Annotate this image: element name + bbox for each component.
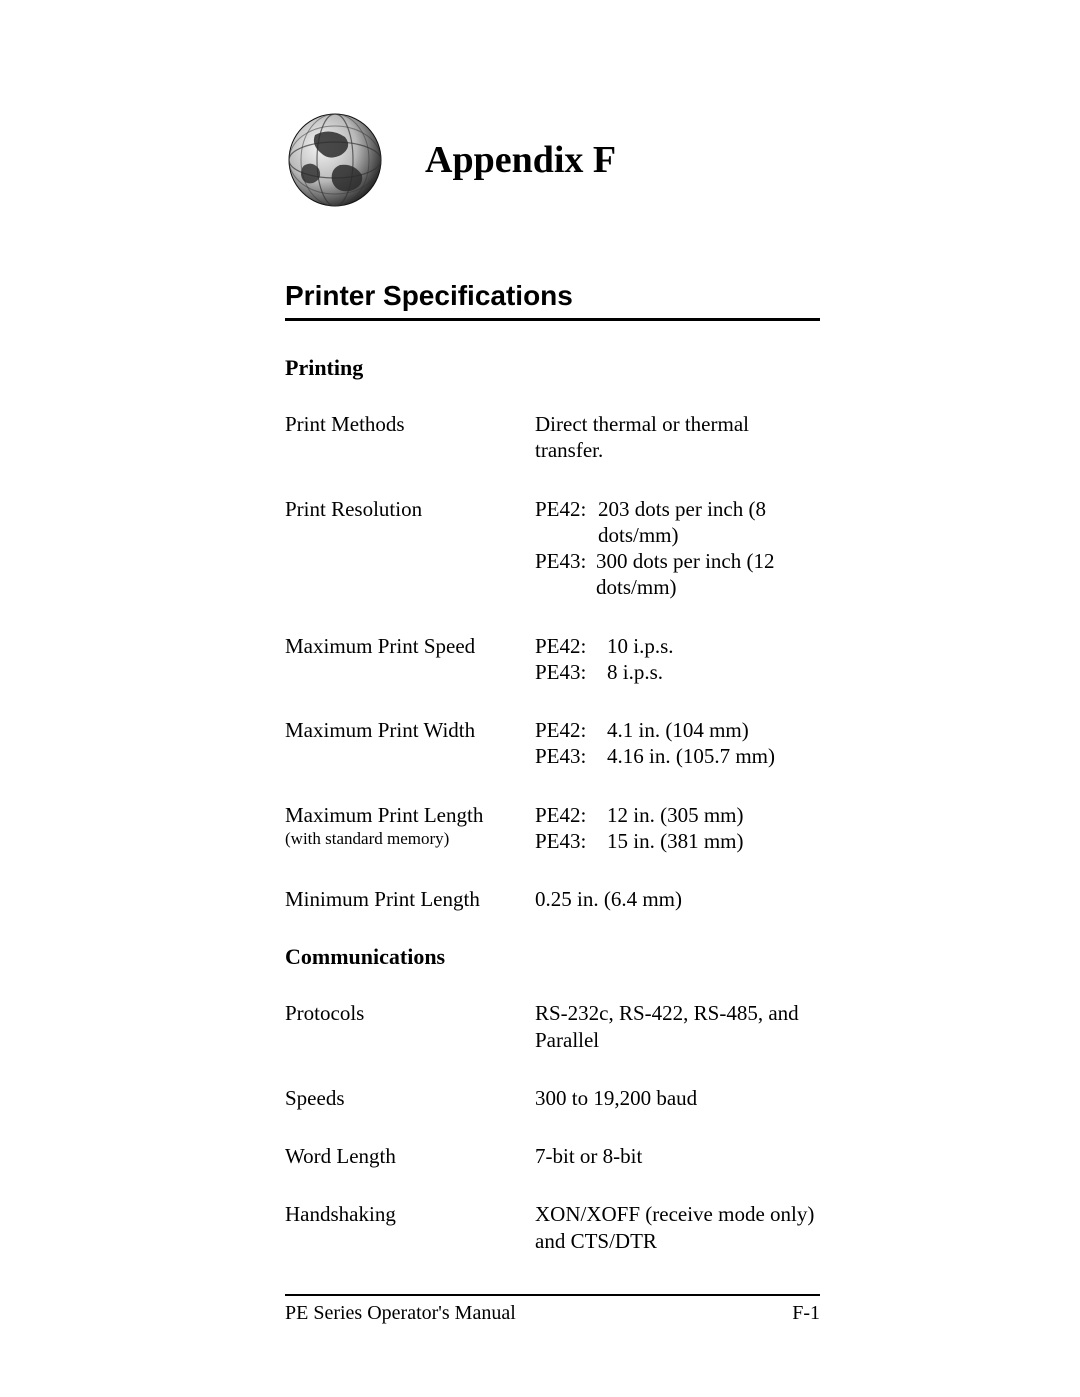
model-line: PE43: 8 i.p.s. [535, 659, 820, 685]
spec-label: Print Resolution [285, 496, 535, 522]
document-page: Appendix F Printer Specifications Printi… [0, 0, 1080, 1397]
model-value: 203 dots per inch (8 dots/mm) [598, 496, 820, 549]
spec-row-protocols: Protocols RS-232c, RS-422, RS-485, and P… [285, 1000, 820, 1053]
appendix-title: Appendix F [425, 138, 616, 182]
spec-value: PE42: 10 i.p.s. PE43: 8 i.p.s. [535, 633, 820, 686]
model-prefix: PE42: [535, 633, 607, 659]
model-prefix: PE42: [535, 717, 607, 743]
spec-value: PE42: 203 dots per inch (8 dots/mm) PE43… [535, 496, 820, 601]
spec-label-main: Maximum Print Length [285, 803, 483, 827]
printing-heading: Printing [285, 355, 820, 381]
spec-label: Print Methods [285, 411, 535, 437]
spec-label: Maximum Print Width [285, 717, 535, 743]
model-prefix: PE43: [535, 659, 607, 685]
spec-row-print-methods: Print Methods Direct thermal or thermal … [285, 411, 820, 464]
model-line: PE42: 12 in. (305 mm) [535, 802, 820, 828]
spec-row-word-length: Word Length 7-bit or 8-bit [285, 1143, 820, 1169]
model-value: 300 dots per inch (12 dots/mm) [596, 548, 820, 601]
spec-row-handshaking: Handshaking XON/XOFF (receive mode only)… [285, 1201, 820, 1254]
spec-row-print-resolution: Print Resolution PE42: 203 dots per inch… [285, 496, 820, 601]
spec-row-max-width: Maximum Print Width PE42: 4.1 in. (104 m… [285, 717, 820, 770]
spec-value: PE42: 4.1 in. (104 mm) PE43: 4.16 in. (1… [535, 717, 820, 770]
footer-page-number: F-1 [792, 1302, 820, 1325]
spec-label: Word Length [285, 1143, 535, 1169]
communications-heading: Communications [285, 944, 820, 970]
spec-label: Maximum Print Speed [285, 633, 535, 659]
spec-label-sub: (with standard memory) [285, 828, 535, 849]
model-line: PE43: 4.16 in. (105.7 mm) [535, 743, 820, 769]
page-footer: PE Series Operator's Manual F-1 [285, 1294, 820, 1325]
model-line: PE43: 300 dots per inch (12 dots/mm) [535, 548, 820, 601]
spec-row-min-length: Minimum Print Length 0.25 in. (6.4 mm) [285, 886, 820, 912]
spec-label: Minimum Print Length [285, 886, 535, 912]
model-prefix: PE42: [535, 802, 607, 828]
spec-value: 300 to 19,200 baud [535, 1085, 820, 1111]
model-value: 8 i.p.s. [607, 659, 663, 685]
spec-value: 0.25 in. (6.4 mm) [535, 886, 820, 912]
section-title: Printer Specifications [285, 280, 820, 321]
model-line: PE43: 15 in. (381 mm) [535, 828, 820, 854]
globe-icon [285, 110, 385, 210]
model-value: 4.1 in. (104 mm) [607, 717, 749, 743]
spec-value: RS-232c, RS-422, RS-485, and Parallel [535, 1000, 820, 1053]
spec-row-max-speed: Maximum Print Speed PE42: 10 i.p.s. PE43… [285, 633, 820, 686]
model-value: 12 in. (305 mm) [607, 802, 744, 828]
spec-label: Handshaking [285, 1201, 535, 1227]
model-value: 10 i.p.s. [607, 633, 674, 659]
spec-label: Maximum Print Length (with standard memo… [285, 802, 535, 850]
model-line: PE42: 10 i.p.s. [535, 633, 820, 659]
footer-manual: PE Series Operator's Manual [285, 1302, 516, 1325]
spec-value: 7-bit or 8-bit [535, 1143, 820, 1169]
model-value: 15 in. (381 mm) [607, 828, 744, 854]
model-value: 4.16 in. (105.7 mm) [607, 743, 775, 769]
spec-label: Speeds [285, 1085, 535, 1111]
spec-row-speeds: Speeds 300 to 19,200 baud [285, 1085, 820, 1111]
spec-row-max-length: Maximum Print Length (with standard memo… [285, 802, 820, 855]
model-prefix: PE43: [535, 743, 607, 769]
spec-value: PE42: 12 in. (305 mm) PE43: 15 in. (381 … [535, 802, 820, 855]
model-prefix: PE42: [535, 496, 598, 549]
model-line: PE42: 4.1 in. (104 mm) [535, 717, 820, 743]
spec-value: Direct thermal or thermal transfer. [535, 411, 820, 464]
page-header: Appendix F [285, 110, 820, 210]
model-prefix: PE43: [535, 548, 596, 601]
model-line: PE42: 203 dots per inch (8 dots/mm) [535, 496, 820, 549]
model-prefix: PE43: [535, 828, 607, 854]
spec-value: XON/XOFF (receive mode only) and CTS/DTR [535, 1201, 820, 1254]
spec-label: Protocols [285, 1000, 535, 1026]
